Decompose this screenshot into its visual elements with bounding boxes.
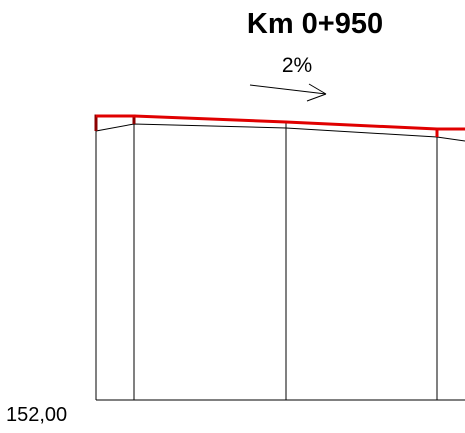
left-curb-shape: [94, 114, 136, 131]
section-title: Km 0+950: [246, 8, 384, 40]
design-surface-line: [96, 114, 465, 131]
slope-label: 2%: [281, 54, 313, 77]
terrain-profile-line: [95, 123, 465, 142]
slope-arrow-icon: [249, 83, 327, 102]
datum-elevation-label: 152,00: [6, 404, 68, 426]
